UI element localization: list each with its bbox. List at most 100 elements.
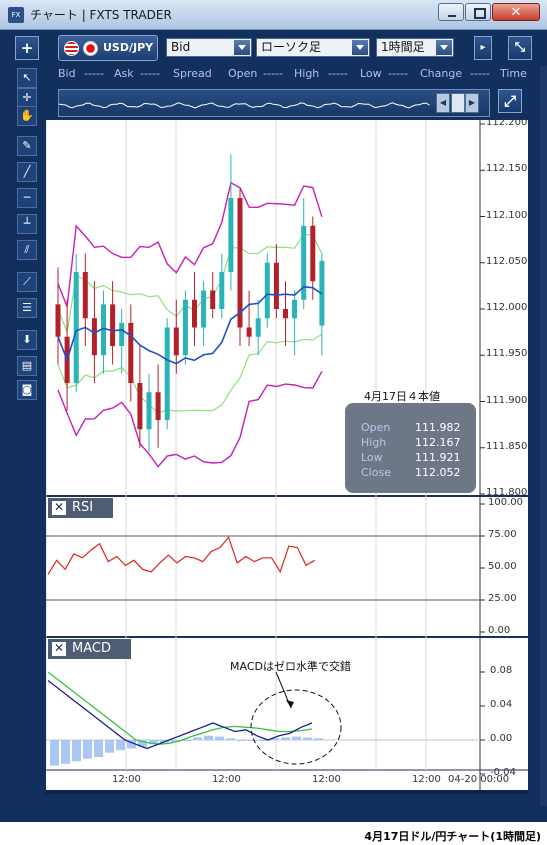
candle-body bbox=[192, 299, 197, 328]
candle-body bbox=[273, 262, 279, 309]
zoom-button[interactable]: ⤢ bbox=[498, 89, 522, 113]
currency-pair-label: USD/JPY bbox=[103, 41, 154, 54]
high-value: ----- bbox=[328, 67, 348, 80]
ohlc-close-label: Close bbox=[361, 466, 391, 479]
time-tick-label: 12:00 bbox=[412, 774, 441, 785]
window-right-edge bbox=[540, 66, 547, 806]
price-type-select[interactable]: Bid bbox=[166, 38, 252, 57]
maximize-button[interactable] bbox=[465, 3, 491, 21]
macd-histogram-bar bbox=[281, 737, 290, 740]
chart-bottom-border bbox=[46, 790, 528, 794]
timeframe-value: 1時間足 bbox=[381, 40, 425, 54]
open-value: ----- bbox=[263, 67, 283, 80]
us-flag-icon bbox=[64, 41, 79, 56]
candle-body bbox=[201, 290, 207, 328]
expand-window-button[interactable]: ⤡ bbox=[508, 36, 532, 60]
timeframe-select[interactable]: 1時間足 bbox=[376, 38, 454, 57]
candle-body bbox=[82, 272, 88, 319]
horizontal-line-icon[interactable]: ─ bbox=[17, 188, 37, 208]
candle-body bbox=[119, 322, 125, 346]
candle-body bbox=[182, 299, 188, 356]
macd-histogram-bar bbox=[248, 740, 257, 741]
crosshair-icon[interactable]: ✛ bbox=[17, 88, 37, 108]
price-type-value: Bid bbox=[171, 40, 191, 54]
fan-icon[interactable]: ⟋ bbox=[17, 272, 37, 292]
cursor-arrow-icon[interactable]: ↖ bbox=[17, 68, 37, 88]
scroll-thumb[interactable] bbox=[451, 93, 465, 113]
price-tick-label: 111.850 bbox=[486, 440, 528, 452]
pencil-icon[interactable]: ✎ bbox=[17, 136, 37, 156]
open-label: Open bbox=[228, 67, 258, 80]
camera-icon[interactable]: ◙ bbox=[17, 380, 37, 400]
bid-label: Bid bbox=[58, 67, 76, 80]
list-icon[interactable]: ▤ bbox=[17, 356, 37, 376]
close-icon[interactable]: ✕ bbox=[52, 641, 66, 656]
parallel-lines-icon[interactable]: ⫽ bbox=[17, 240, 37, 260]
ohlc-low-value: 111.921 bbox=[415, 451, 461, 464]
price-tick-label: 112.000 bbox=[486, 302, 528, 313]
scroll-left-button[interactable]: ◀ bbox=[436, 93, 450, 113]
price-tick-label: 111.800 bbox=[486, 487, 528, 498]
time-tick-label: 12:00 bbox=[312, 774, 341, 785]
change-label: Change bbox=[420, 67, 463, 80]
chart-canvas[interactable] bbox=[46, 120, 528, 790]
bollinger-lower-line bbox=[57, 370, 323, 468]
moving-average-line bbox=[57, 285, 323, 365]
overview-sparkline bbox=[58, 102, 430, 109]
macd-histogram-bar bbox=[138, 740, 147, 747]
candle-body bbox=[101, 304, 106, 356]
title-bar[interactable]: FX チャート | FXTS TRADER ✕ bbox=[0, 0, 547, 30]
price-tick-label: 112.100 bbox=[486, 209, 528, 221]
macd-histogram-bar bbox=[226, 738, 235, 740]
hand-icon[interactable]: ✋ bbox=[17, 106, 37, 126]
close-icon[interactable]: ✕ bbox=[52, 500, 66, 515]
candle-body bbox=[128, 322, 134, 383]
bollinger-upper-line bbox=[57, 181, 323, 307]
chart-type-value: ローソク足 bbox=[261, 40, 322, 54]
macd-annotation: MACDはゼロ水準で交錯 bbox=[230, 660, 351, 673]
candle-body bbox=[255, 318, 261, 337]
macd-histogram-bar bbox=[105, 740, 114, 753]
ohlc-open-label: Open bbox=[361, 421, 391, 434]
ohlc-open-value: 111.982 bbox=[415, 421, 461, 434]
candle-body bbox=[164, 327, 170, 420]
chart-area[interactable]: ✕ RSI ✕ MACD 4月17日４本値 Open 111.982 High … bbox=[46, 117, 528, 790]
macd-histogram-bar bbox=[127, 740, 136, 749]
macd-tick-label: -0.04 bbox=[490, 767, 516, 778]
add-chart-button[interactable]: + bbox=[15, 36, 39, 60]
candle-body bbox=[219, 272, 225, 309]
chart-type-select[interactable]: ローソク足 bbox=[256, 38, 370, 57]
macd-signal-line bbox=[47, 671, 313, 745]
macd-histogram-bar bbox=[182, 740, 191, 741]
download-icon[interactable]: ⬇ bbox=[17, 330, 37, 350]
time-tick-label: 12:00 bbox=[112, 774, 141, 785]
macd-label: MACD bbox=[72, 641, 111, 656]
rsi-panel-label: ✕ RSI bbox=[48, 498, 114, 518]
candle-body bbox=[246, 327, 252, 337]
candle-body bbox=[73, 272, 79, 383]
ohlc-low-label: Low bbox=[361, 451, 383, 464]
macd-histogram-bar bbox=[149, 740, 158, 745]
ohlc-info-box: Open 111.982 High 112.167 Low 111.921 Cl… bbox=[345, 403, 476, 493]
fibonacci-icon[interactable]: ☰ bbox=[17, 298, 37, 318]
macd-tick-label: 0.00 bbox=[490, 733, 513, 744]
price-overview-scroller[interactable]: ◀ ▶ bbox=[58, 89, 490, 117]
toolbar-scroll-button[interactable]: ▸ bbox=[474, 36, 492, 60]
ask-value: ----- bbox=[140, 67, 160, 80]
candle-body bbox=[173, 327, 179, 356]
vertical-line-icon[interactable]: ┴ bbox=[17, 214, 37, 234]
ohlc-close-value: 112.052 bbox=[415, 466, 461, 479]
macd-histogram-bar bbox=[303, 737, 312, 740]
scroll-right-button[interactable]: ▶ bbox=[465, 93, 479, 113]
close-button[interactable]: ✕ bbox=[492, 3, 540, 21]
chart-window: FX チャート | FXTS TRADER ✕ + USD/JPY Bid ロー… bbox=[0, 0, 547, 822]
currency-pair-button[interactable]: USD/JPY bbox=[58, 35, 158, 61]
ohlc-caption: 4月17日４本値 bbox=[364, 390, 440, 403]
chevron-down-icon bbox=[352, 40, 368, 55]
macd-histogram-bar bbox=[193, 737, 202, 740]
line-icon[interactable]: ╱ bbox=[17, 162, 37, 182]
low-value: ----- bbox=[388, 67, 408, 80]
image-caption: 4月17日ドル/円チャート(1時間足) bbox=[364, 830, 541, 843]
minimize-button[interactable] bbox=[438, 3, 464, 21]
macd-histogram-bar bbox=[237, 740, 246, 741]
